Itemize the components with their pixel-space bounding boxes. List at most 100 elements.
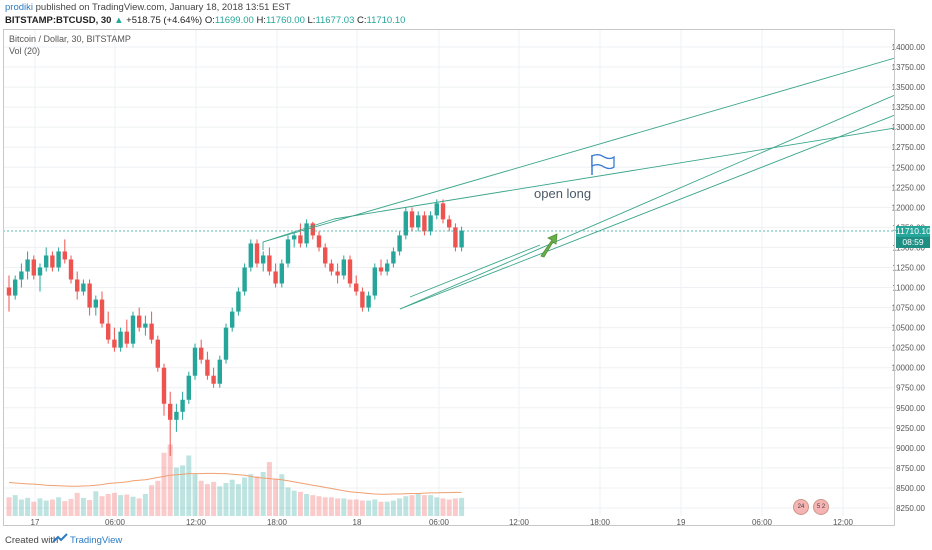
volume-bar [149, 485, 155, 516]
candle-body [403, 211, 408, 236]
earnings-icon[interactable]: 5 2 [813, 499, 829, 515]
channel-top-left-line[interactable] [262, 218, 335, 243]
candle [453, 223, 458, 252]
price-axis[interactable]: 14000.00 13750.00 13500.00 13250.00 13000.00… [892, 43, 926, 513]
volume-bar [136, 498, 142, 516]
candle-body [242, 267, 247, 292]
candle-body [130, 315, 136, 344]
candle [267, 247, 272, 276]
close-value: 11710.10 [366, 15, 406, 26]
candle [31, 255, 36, 280]
volume-bar [297, 491, 303, 516]
volume-bar [68, 498, 74, 516]
tradingview-logo-icon[interactable] [52, 533, 68, 545]
candle-body [192, 347, 198, 376]
candle [323, 243, 328, 268]
volume-bar [161, 452, 167, 516]
volume-bar [99, 496, 105, 516]
open-long-annotation[interactable]: open long [534, 186, 592, 201]
volume-bar [6, 497, 12, 516]
candle-body [422, 215, 427, 232]
flag-icon[interactable] [591, 154, 615, 175]
volume-bar [440, 498, 446, 516]
volume-bars [6, 444, 465, 516]
volume-bar [198, 480, 204, 516]
support-line-1[interactable] [399, 94, 896, 310]
time-tick-label: 12:00 [186, 518, 207, 527]
low-value: 11677.03 [315, 15, 355, 26]
volume-bar [434, 497, 440, 516]
candle-body [118, 331, 123, 348]
channel-top-line[interactable] [262, 57, 896, 243]
volume-bar [452, 498, 458, 516]
price-chart[interactable]: 14000.00 13750.00 13500.00 13250.00 13000.00… [0, 0, 932, 530]
price-tick-label: 9500.00 [896, 404, 925, 413]
price-tick-label: 9250.00 [896, 424, 925, 433]
candle [391, 247, 396, 268]
candle [366, 291, 371, 312]
candle-body [230, 311, 235, 328]
candle-body [416, 215, 421, 228]
volume-bar [25, 497, 31, 516]
candle-body [56, 251, 61, 268]
time-tick-label: 19 [677, 518, 686, 527]
candle [130, 311, 136, 348]
volume-bar [372, 499, 378, 516]
tradingview-brand-link[interactable]: TradingView [70, 535, 123, 546]
time-axis[interactable]: 17 06:00 12:00 18:00 18 06:00 12:00 18:00 19 06:0… [31, 518, 854, 527]
candle-body [385, 263, 390, 272]
time-tick-label: 12:00 [833, 518, 854, 527]
candle [279, 259, 284, 288]
candle [87, 279, 92, 316]
candle [6, 275, 12, 312]
candle-body [25, 259, 30, 272]
volume-bar [49, 499, 55, 516]
earnings-icon[interactable]: 24 [793, 499, 809, 515]
volume-bar [409, 495, 415, 516]
candle-body [267, 255, 272, 272]
volume-bar [316, 496, 322, 516]
candle [13, 275, 18, 300]
candle-body [440, 203, 446, 220]
volume-bar [229, 479, 235, 516]
candle-body [428, 215, 433, 232]
trendlines[interactable] [3, 57, 896, 310]
candle [242, 263, 247, 296]
candle [155, 335, 160, 372]
candle [217, 355, 222, 388]
volume-bar [130, 496, 136, 516]
candle [93, 295, 98, 316]
volume-bar [235, 484, 241, 516]
candle [99, 291, 105, 328]
candle [298, 223, 303, 248]
price-tick-label: 12250.00 [892, 183, 926, 192]
candle-body [13, 279, 18, 296]
candle-body [75, 279, 80, 292]
support-line-3[interactable] [409, 244, 541, 298]
change-value: +518.75 (+4.64%) [126, 15, 203, 26]
candle-body [391, 251, 396, 264]
candle [329, 259, 334, 276]
fan-line-1[interactable] [333, 127, 896, 220]
symbol-title: Bitcoin / Dollar, 30, BITSTAMP [9, 34, 131, 44]
publish-text: published on TradingView.com, January 18… [33, 2, 291, 13]
candle [310, 221, 315, 240]
candle-body [236, 291, 241, 312]
arrow-icon[interactable] [540, 233, 558, 258]
volume-bar [390, 500, 396, 516]
volume-bar [118, 495, 124, 516]
candle-body [335, 271, 340, 276]
symbol-label: BITSTAMP:BTCUSD, 30 [5, 15, 112, 26]
candle-body [409, 211, 415, 228]
volume-bar [186, 455, 192, 516]
ohlc-bar: BITSTAMP:BTCUSD, 30 ▲ +518.75 (+4.64%) O… [5, 15, 405, 26]
candle-body [143, 323, 148, 328]
volume-bar [87, 500, 93, 516]
candle [304, 219, 309, 248]
candle-body [447, 219, 452, 228]
author-link[interactable]: prodiki [5, 2, 33, 13]
volume-bar [310, 495, 316, 516]
candle [335, 263, 340, 284]
volume-bar [192, 474, 198, 516]
support-line-2[interactable] [399, 114, 896, 310]
